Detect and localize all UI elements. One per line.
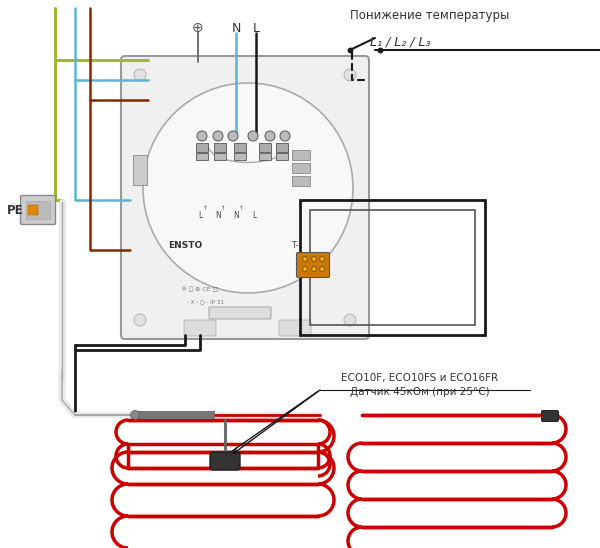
Bar <box>292 176 310 186</box>
Circle shape <box>134 314 146 326</box>
FancyBboxPatch shape <box>121 56 369 339</box>
Bar <box>234 143 246 152</box>
Text: L₁ / L₂ / L₃: L₁ / L₂ / L₃ <box>370 36 430 49</box>
Circle shape <box>320 256 325 261</box>
FancyBboxPatch shape <box>296 253 329 277</box>
Text: L: L <box>252 210 256 220</box>
Circle shape <box>312 267 316 271</box>
Circle shape <box>303 256 307 261</box>
Bar <box>28 205 38 215</box>
Text: ↑: ↑ <box>203 207 208 212</box>
Bar <box>26 201 50 219</box>
Bar <box>133 155 147 185</box>
Bar <box>300 200 485 335</box>
Text: ↑: ↑ <box>239 207 244 212</box>
Bar <box>214 153 226 160</box>
Bar <box>135 411 215 419</box>
Circle shape <box>344 314 356 326</box>
Bar <box>292 163 310 173</box>
FancyBboxPatch shape <box>542 410 559 421</box>
Circle shape <box>213 131 223 141</box>
Circle shape <box>312 256 316 261</box>
Circle shape <box>248 131 258 141</box>
Text: L: L <box>253 21 260 35</box>
Text: ⊕: ⊕ <box>192 21 204 35</box>
Text: ↑: ↑ <box>221 207 226 212</box>
Bar <box>234 153 246 160</box>
Text: N: N <box>232 21 241 35</box>
Bar <box>276 143 288 152</box>
Text: ENSTO: ENSTO <box>168 241 202 250</box>
Circle shape <box>344 69 356 81</box>
Circle shape <box>320 267 325 271</box>
Text: Понижение температуры: Понижение температуры <box>350 9 509 22</box>
Text: Датчик 45кОм (при 25°C): Датчик 45кОм (при 25°C) <box>350 387 490 397</box>
Bar <box>276 153 288 160</box>
Text: ® Ⓟ ⊕ CE □: ® Ⓟ ⊕ CE □ <box>181 287 218 292</box>
FancyBboxPatch shape <box>209 307 271 319</box>
Text: ECO10F, ECO10FS и ECO16FR: ECO10F, ECO10FS и ECO16FR <box>341 373 499 383</box>
Bar <box>292 150 310 160</box>
FancyBboxPatch shape <box>210 452 240 470</box>
Bar <box>196 143 208 152</box>
Text: N: N <box>233 210 239 220</box>
Circle shape <box>303 267 307 271</box>
Circle shape <box>131 410 139 420</box>
Text: PE: PE <box>7 203 23 216</box>
Circle shape <box>280 131 290 141</box>
Text: - X - ○ - IP 31: - X - ○ - IP 31 <box>187 299 223 304</box>
Bar <box>259 153 271 160</box>
Bar <box>196 153 208 160</box>
Circle shape <box>265 131 275 141</box>
Bar <box>214 143 226 152</box>
FancyBboxPatch shape <box>20 196 56 225</box>
Circle shape <box>197 131 207 141</box>
Text: T-: T- <box>292 241 299 250</box>
FancyBboxPatch shape <box>184 320 216 336</box>
FancyBboxPatch shape <box>279 320 311 336</box>
Bar <box>310 210 475 325</box>
Circle shape <box>134 69 146 81</box>
Bar <box>259 143 271 152</box>
Circle shape <box>143 83 353 293</box>
Text: N: N <box>215 210 221 220</box>
Circle shape <box>228 131 238 141</box>
Text: L: L <box>198 210 202 220</box>
